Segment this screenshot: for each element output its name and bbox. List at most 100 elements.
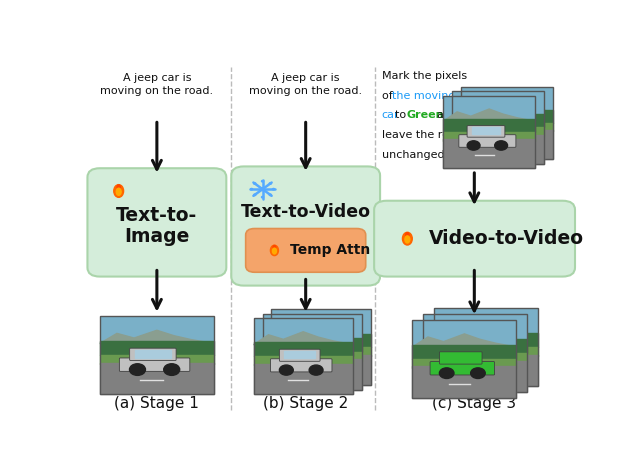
FancyBboxPatch shape	[468, 130, 525, 143]
Bar	[271, 310, 371, 336]
Circle shape	[513, 131, 525, 141]
Bar	[412, 320, 516, 347]
Polygon shape	[461, 99, 553, 112]
Text: (a) Stage 1: (a) Stage 1	[115, 396, 199, 411]
Bar	[302, 342, 333, 350]
Circle shape	[250, 189, 253, 190]
Bar	[423, 314, 527, 341]
Polygon shape	[444, 109, 535, 121]
Circle shape	[476, 136, 489, 145]
FancyBboxPatch shape	[430, 362, 495, 375]
Circle shape	[260, 188, 264, 190]
Text: (c) Stage 3: (c) Stage 3	[432, 396, 516, 411]
Bar	[452, 91, 544, 117]
Bar	[461, 87, 553, 159]
Bar	[412, 320, 516, 398]
FancyBboxPatch shape	[461, 340, 504, 353]
FancyBboxPatch shape	[246, 228, 365, 272]
FancyBboxPatch shape	[231, 166, 380, 286]
Bar	[472, 128, 500, 135]
Circle shape	[253, 183, 256, 184]
Text: Video-to-Video: Video-to-Video	[429, 229, 584, 248]
FancyBboxPatch shape	[288, 345, 329, 357]
FancyBboxPatch shape	[297, 340, 338, 353]
Ellipse shape	[273, 245, 276, 249]
Polygon shape	[271, 323, 371, 336]
Text: the moving: the moving	[392, 91, 456, 100]
Circle shape	[288, 361, 302, 371]
Circle shape	[269, 194, 271, 196]
Circle shape	[327, 356, 341, 366]
Circle shape	[253, 194, 256, 196]
Text: Text-to-
Image: Text-to- Image	[116, 206, 198, 246]
FancyBboxPatch shape	[477, 125, 534, 138]
Circle shape	[461, 356, 476, 367]
Bar	[100, 316, 214, 394]
FancyBboxPatch shape	[88, 168, 227, 277]
Bar	[461, 87, 553, 112]
Polygon shape	[262, 327, 362, 340]
Bar	[293, 347, 324, 354]
Circle shape	[269, 183, 271, 184]
Ellipse shape	[116, 188, 121, 196]
FancyBboxPatch shape	[374, 201, 575, 277]
Circle shape	[451, 362, 465, 373]
Circle shape	[495, 141, 508, 150]
Circle shape	[280, 365, 293, 375]
Bar	[452, 91, 544, 164]
FancyBboxPatch shape	[271, 359, 332, 372]
Text: Mark the pixels: Mark the pixels	[381, 71, 467, 81]
Circle shape	[485, 131, 498, 141]
Circle shape	[504, 136, 516, 145]
Circle shape	[467, 141, 480, 150]
Bar	[444, 96, 535, 121]
Text: A jeep car is
moving on the road.: A jeep car is moving on the road.	[100, 73, 214, 96]
Circle shape	[481, 362, 496, 373]
Bar	[490, 118, 518, 125]
Bar	[284, 351, 316, 358]
Text: unchanged.: unchanged.	[381, 150, 448, 160]
FancyBboxPatch shape	[120, 358, 190, 371]
Bar	[434, 308, 538, 335]
Text: Temp Attn: Temp Attn	[291, 243, 371, 257]
FancyBboxPatch shape	[280, 349, 320, 361]
Bar	[253, 318, 353, 345]
FancyBboxPatch shape	[467, 126, 505, 137]
Polygon shape	[452, 104, 544, 117]
Circle shape	[129, 364, 145, 375]
FancyBboxPatch shape	[451, 346, 493, 358]
Bar	[271, 310, 371, 385]
Circle shape	[262, 197, 264, 198]
Polygon shape	[412, 334, 516, 347]
Ellipse shape	[271, 245, 278, 256]
FancyBboxPatch shape	[280, 355, 341, 368]
Bar	[423, 314, 527, 392]
Circle shape	[164, 364, 180, 375]
Circle shape	[440, 368, 454, 378]
Bar	[434, 308, 538, 386]
Circle shape	[309, 365, 323, 375]
Circle shape	[273, 189, 275, 190]
Bar	[262, 314, 362, 390]
Bar	[100, 316, 214, 343]
Circle shape	[318, 361, 332, 371]
Ellipse shape	[273, 248, 276, 254]
Bar	[135, 350, 171, 357]
FancyBboxPatch shape	[441, 356, 506, 369]
FancyBboxPatch shape	[130, 348, 176, 361]
Text: leave the rest: leave the rest	[381, 130, 459, 140]
FancyBboxPatch shape	[485, 116, 523, 128]
Polygon shape	[253, 332, 353, 345]
Circle shape	[470, 368, 485, 378]
FancyBboxPatch shape	[452, 350, 516, 363]
FancyBboxPatch shape	[440, 352, 482, 364]
Bar	[262, 314, 362, 340]
Ellipse shape	[114, 185, 124, 197]
Text: and: and	[436, 111, 458, 121]
FancyBboxPatch shape	[476, 121, 514, 132]
Text: A jeep car is
moving on the road.: A jeep car is moving on the road.	[249, 73, 362, 96]
Polygon shape	[423, 328, 527, 341]
FancyBboxPatch shape	[288, 350, 350, 363]
Text: (b) Stage 2: (b) Stage 2	[263, 396, 348, 411]
FancyBboxPatch shape	[459, 135, 516, 147]
